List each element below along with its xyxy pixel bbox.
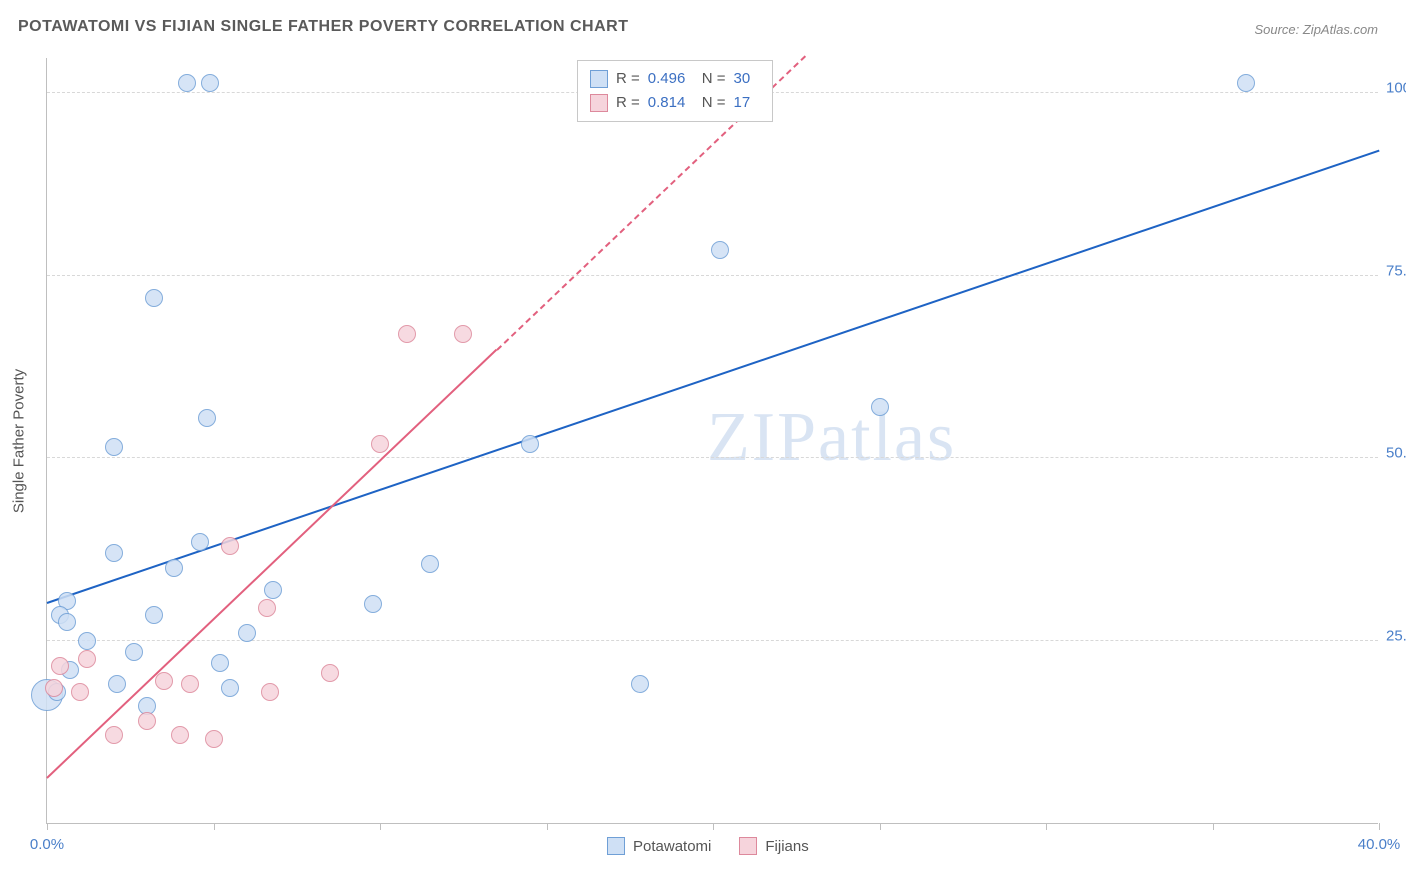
n-label: N = bbox=[702, 67, 726, 91]
n-label: N = bbox=[702, 91, 726, 115]
scatter-point bbox=[871, 398, 889, 416]
legend-label: Fijians bbox=[765, 838, 808, 855]
scatter-point bbox=[125, 643, 143, 661]
scatter-point bbox=[58, 613, 76, 631]
scatter-point bbox=[138, 712, 156, 730]
scatter-point bbox=[521, 435, 539, 453]
scatter-point bbox=[321, 664, 339, 682]
x-tick bbox=[547, 823, 548, 830]
scatter-point bbox=[51, 657, 69, 675]
scatter-point bbox=[145, 289, 163, 307]
scatter-point bbox=[201, 74, 219, 92]
scatter-point bbox=[108, 675, 126, 693]
scatter-point bbox=[211, 654, 229, 672]
scatter-point bbox=[261, 683, 279, 701]
x-tick bbox=[1379, 823, 1380, 830]
x-tick bbox=[1213, 823, 1214, 830]
scatter-point bbox=[238, 624, 256, 642]
x-tick bbox=[1046, 823, 1047, 830]
scatter-point bbox=[165, 559, 183, 577]
x-tick-label: 40.0% bbox=[1358, 836, 1401, 853]
legend-swatch bbox=[739, 837, 757, 855]
legend: Potawatomi Fijians bbox=[607, 837, 809, 855]
scatter-point bbox=[1237, 74, 1255, 92]
scatter-point bbox=[178, 74, 196, 92]
series-swatch bbox=[590, 94, 608, 112]
scatter-point bbox=[221, 537, 239, 555]
r-value: 0.496 bbox=[648, 67, 694, 91]
scatter-point bbox=[105, 726, 123, 744]
trend-line bbox=[47, 150, 1380, 604]
scatter-point bbox=[171, 726, 189, 744]
gridline bbox=[47, 457, 1378, 458]
scatter-point bbox=[181, 675, 199, 693]
scatter-point bbox=[258, 599, 276, 617]
stats-row: R = 0.814 N = 17 bbox=[590, 91, 760, 115]
scatter-point bbox=[631, 675, 649, 693]
watermark: ZIPatlas bbox=[707, 398, 956, 478]
scatter-point bbox=[45, 679, 63, 697]
scatter-point bbox=[71, 683, 89, 701]
y-tick-label: 75.0% bbox=[1386, 262, 1406, 279]
x-tick bbox=[713, 823, 714, 830]
scatter-point bbox=[205, 730, 223, 748]
x-tick bbox=[880, 823, 881, 830]
legend-swatch bbox=[607, 837, 625, 855]
scatter-point bbox=[364, 595, 382, 613]
scatter-point bbox=[155, 672, 173, 690]
scatter-point bbox=[145, 606, 163, 624]
scatter-point bbox=[105, 438, 123, 456]
scatter-point bbox=[711, 241, 729, 259]
scatter-point bbox=[191, 533, 209, 551]
r-label: R = bbox=[616, 91, 640, 115]
y-tick-label: 100.0% bbox=[1386, 80, 1406, 97]
legend-item: Fijians bbox=[739, 837, 808, 855]
x-tick bbox=[380, 823, 381, 830]
scatter-point bbox=[398, 325, 416, 343]
y-axis-label: Single Father Poverty bbox=[11, 368, 28, 512]
n-value: 17 bbox=[734, 91, 760, 115]
legend-item: Potawatomi bbox=[607, 837, 711, 855]
plot-area: Single Father Poverty ZIPatlas 25.0%50.0… bbox=[46, 58, 1378, 824]
source-label: Source: ZipAtlas.com bbox=[1254, 22, 1378, 37]
chart-title: POTAWATOMI VS FIJIAN SINGLE FATHER POVER… bbox=[18, 18, 628, 36]
n-value: 30 bbox=[734, 67, 760, 91]
scatter-point bbox=[105, 544, 123, 562]
x-tick bbox=[214, 823, 215, 830]
scatter-point bbox=[78, 632, 96, 650]
scatter-point bbox=[221, 679, 239, 697]
r-value: 0.814 bbox=[648, 91, 694, 115]
x-tick-label: 0.0% bbox=[30, 836, 64, 853]
stats-box: R = 0.496 N = 30 R = 0.814 N = 17 bbox=[577, 60, 773, 122]
x-tick bbox=[47, 823, 48, 830]
gridline bbox=[47, 275, 1378, 276]
scatter-point bbox=[454, 325, 472, 343]
y-tick-label: 25.0% bbox=[1386, 627, 1406, 644]
legend-label: Potawatomi bbox=[633, 838, 711, 855]
scatter-point bbox=[264, 581, 282, 599]
stats-row: R = 0.496 N = 30 bbox=[590, 67, 760, 91]
scatter-point bbox=[198, 409, 216, 427]
r-label: R = bbox=[616, 67, 640, 91]
scatter-point bbox=[371, 435, 389, 453]
series-swatch bbox=[590, 70, 608, 88]
y-tick-label: 50.0% bbox=[1386, 445, 1406, 462]
scatter-point bbox=[78, 650, 96, 668]
scatter-point bbox=[421, 555, 439, 573]
